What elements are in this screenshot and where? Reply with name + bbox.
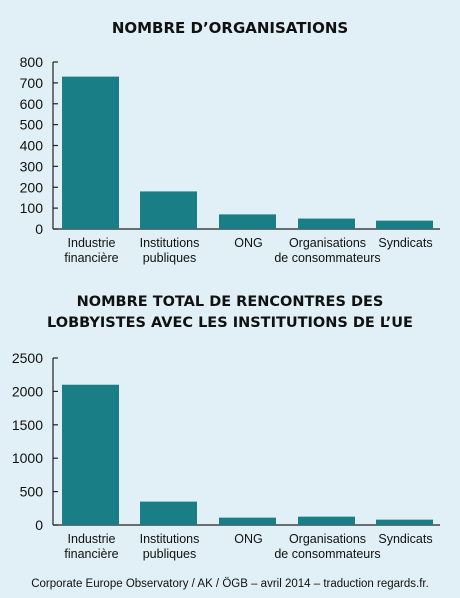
chart1-bar: [140, 191, 197, 229]
chart1-category-label: financière: [64, 251, 118, 265]
chart1-y-tick-label: 200: [20, 179, 44, 195]
chart2-category-label: ONG: [234, 532, 262, 546]
chart1-category-label: publiques: [143, 251, 197, 265]
chart2-category-label: de consommateurs: [274, 547, 380, 561]
chart1-bar: [62, 76, 119, 229]
chart2-category-label: Organisations: [289, 532, 366, 546]
chart2-y-tick-label: 500: [20, 484, 44, 500]
chart1-bar: [219, 214, 276, 229]
chart1-y-tick-label: 0: [35, 221, 43, 237]
chart1-y-tick-label: 100: [20, 200, 44, 216]
chart2-bar: [376, 519, 433, 525]
chart1-y-tick-label: 300: [20, 158, 44, 174]
chart2-bar: [62, 384, 119, 525]
chart2-y-tick-label: 2000: [12, 383, 43, 399]
chart2-y-tick-label: 2500: [12, 350, 43, 366]
chart1-y-tick-label: 800: [20, 54, 44, 70]
chart1-y-tick-label: 500: [20, 117, 44, 133]
chart1-y-tick-label: 700: [20, 75, 44, 91]
chart2-category-label: financière: [64, 547, 118, 561]
chart1-bar: [298, 218, 355, 229]
chart2-category-label: Institutions: [140, 532, 200, 546]
chart1-category-label: Institutions: [140, 236, 200, 250]
chart2-category-label: Industrie: [68, 532, 116, 546]
chart1-category-label: ONG: [234, 236, 262, 250]
chart2-title-line-1: NOMBRE TOTAL DE RENCONTRES DES: [77, 294, 384, 310]
chart2-category-label: Syndicats: [378, 532, 432, 546]
chart2-y-tick-label: 0: [35, 517, 43, 533]
chart2-y-tick-label: 1000: [12, 450, 43, 466]
chart1-category-label: Industrie: [68, 236, 116, 250]
chart1-y-tick-label: 600: [20, 96, 44, 112]
chart2-bar: [219, 517, 276, 525]
chart2-bar: [298, 516, 355, 525]
chart1-bar: [376, 220, 433, 229]
chart1-title-line-1: NOMBRE D’ORGANISATIONS: [112, 19, 348, 37]
chart1-category-label: Syndicats: [378, 236, 432, 250]
chart2-title-line-2: LOBBYISTES AVEC LES INSTITUTIONS DE L’UE: [47, 315, 413, 331]
chart2-category-label: publiques: [143, 547, 197, 561]
chart2-y-tick-label: 1500: [12, 417, 43, 433]
chart2-bar: [140, 501, 197, 525]
source-footer: Corporate Europe Observatory / AK / ÖGB …: [31, 578, 429, 590]
chart1-category-label: Organisations: [289, 236, 366, 250]
chart1-y-tick-label: 400: [20, 138, 44, 154]
chart1-category-label: de consommateurs: [274, 251, 380, 265]
